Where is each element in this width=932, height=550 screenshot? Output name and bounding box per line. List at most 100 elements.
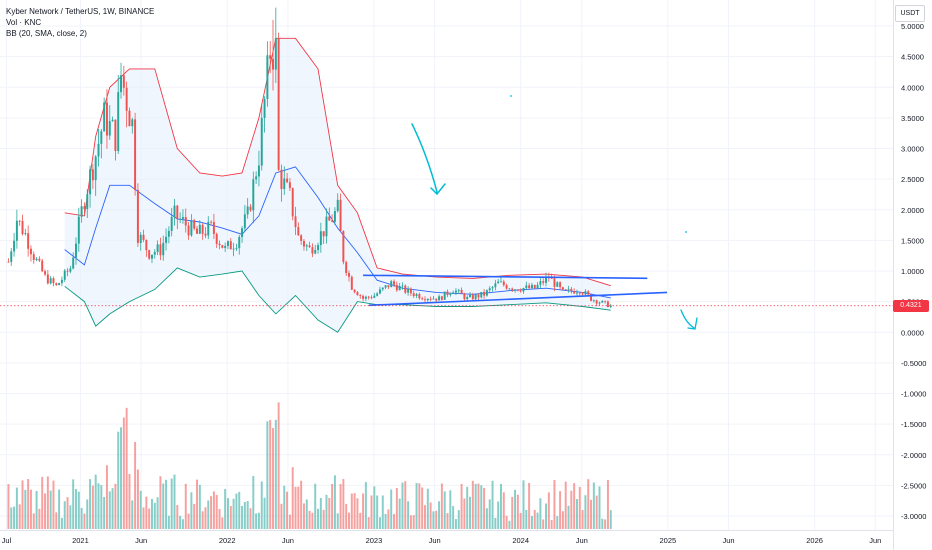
price-tick-label: 4.5000 (901, 53, 924, 62)
volume-bar (170, 478, 173, 529)
candle-body (587, 291, 590, 295)
candle-body (46, 274, 49, 284)
candle-body (156, 244, 159, 252)
candle-body (232, 248, 235, 250)
candle-body (440, 296, 443, 300)
chart-legend: Kyber Network / TetherUS, 1W, BINANCE Vo… (6, 6, 154, 39)
down-arrow-annotation (411, 123, 446, 196)
candle-body (502, 281, 505, 286)
volume-bar (336, 513, 339, 529)
candle-body (477, 294, 480, 298)
volume-bar (598, 486, 601, 529)
volume-indicator-label[interactable]: Vol · KNC (6, 18, 42, 27)
currency-button[interactable]: USDT (895, 5, 925, 22)
bollinger-indicator-label[interactable]: BB (20, SMA, close, 2) (6, 29, 87, 38)
bollinger-bands (64, 37, 611, 333)
candle-body (238, 236, 241, 249)
volume-bar (494, 517, 497, 529)
volume-bar (505, 515, 508, 529)
candle-body (584, 291, 587, 295)
candle-body (41, 260, 44, 272)
volume-bar (331, 484, 334, 529)
candle-body (494, 283, 497, 288)
candle-body (471, 294, 474, 300)
volume-bar (272, 428, 274, 529)
volume-bar (46, 476, 49, 529)
volume-bar (255, 513, 258, 529)
candle-body (432, 298, 435, 300)
volume-bar (302, 503, 305, 529)
candle-body (300, 235, 303, 241)
volume-bar (66, 497, 69, 529)
candle-body (221, 245, 224, 248)
candle-body (170, 216, 173, 231)
candle-body (336, 199, 339, 212)
volume-bar (508, 520, 511, 529)
candle-body (18, 220, 21, 222)
volume-bar (463, 498, 466, 529)
volume-bar (412, 515, 415, 529)
volume-bar (60, 517, 63, 529)
volume-bar (18, 504, 21, 529)
volume-bar (359, 512, 362, 529)
volume-bar (514, 489, 517, 529)
candle-body (404, 285, 407, 293)
volume-bar (564, 481, 567, 529)
volume-bar (308, 510, 311, 529)
candle-body (362, 296, 365, 299)
candle-body (131, 119, 134, 127)
candle-body (443, 291, 446, 300)
volume-bar (100, 485, 103, 529)
candle-body (426, 298, 429, 301)
candle-body (311, 247, 314, 254)
candle-body (350, 276, 353, 290)
volume-bar (69, 505, 72, 529)
volume-bar (362, 493, 365, 529)
volume-bar (471, 480, 474, 529)
candle-body (215, 233, 218, 244)
candle-body (139, 234, 142, 243)
volume-bar (559, 491, 562, 529)
volume-bar (241, 505, 244, 529)
volume-bar (525, 509, 528, 529)
volume-bar (167, 515, 170, 529)
volume-bar (435, 510, 438, 529)
price-tick-label: 5.0000 (901, 22, 924, 31)
candle-body (407, 288, 410, 293)
volume-bar (443, 491, 446, 529)
volume-bar (393, 514, 396, 529)
volume-bar (567, 505, 570, 529)
volume-bar (421, 487, 424, 529)
volume-bar (165, 479, 168, 529)
candle-body (86, 194, 89, 210)
candle-body (570, 288, 573, 292)
volume-bar (145, 496, 148, 529)
volume-bar (246, 501, 249, 529)
candle-body (356, 292, 359, 296)
volume-bar (198, 484, 201, 529)
volume-bar (210, 496, 213, 529)
volume-bar (542, 519, 545, 529)
price-axis[interactable]: 5.0000 4.5000 4.0000 3.5000 3.0000 2.5000 2.00… (901, 22, 926, 521)
volume-bar (15, 487, 18, 529)
candle-body (545, 276, 547, 283)
volume-bar (32, 513, 35, 529)
volume-bar (238, 491, 241, 529)
candle-body (207, 221, 210, 236)
volume-bar (319, 497, 322, 529)
volume-bar (153, 502, 156, 529)
candle-body (553, 278, 556, 287)
candle-body (499, 281, 502, 283)
time-tick-label: Jun (576, 536, 588, 545)
volume-bar (184, 483, 187, 529)
bollinger-lower-line (64, 267, 611, 333)
candle-body (511, 288, 514, 291)
volume-bar (395, 487, 398, 529)
volume-bar (63, 501, 66, 529)
candle-body (204, 233, 207, 236)
price-tick-label: 3.0000 (901, 145, 924, 154)
volume-bar (204, 507, 207, 529)
candle-body (83, 206, 86, 210)
time-axis[interactable]: Jul 2021 Jun 2022 Jun 2023 Jun 2024 Jun 2025 Jun 20… (2, 536, 882, 545)
